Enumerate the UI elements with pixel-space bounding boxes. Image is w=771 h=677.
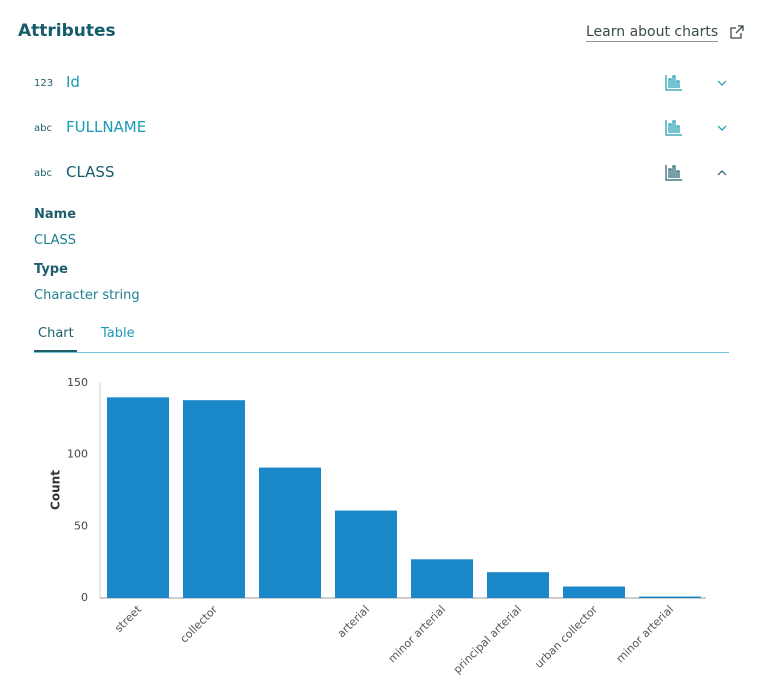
type-icon: abc [34,168,52,179]
bar [639,596,701,598]
bar [487,572,549,598]
x-tick-label: arterial [335,603,372,640]
bar [183,400,245,598]
detail-label: Name [34,207,77,222]
bar [259,467,321,598]
y-tick-label: 150 [67,376,88,389]
tab-indicator [34,350,77,352]
external-icon [730,25,744,39]
y-axis-title: Count [49,470,63,510]
tab-active[interactable]: Chart [38,326,74,341]
type-icon: abc [34,123,52,134]
learn-link[interactable]: Learn about charts [586,24,719,42]
detail-value: Character string [34,288,140,303]
bar [107,397,169,598]
type-icon: 123 [34,78,54,89]
y-tick-label: 0 [81,591,88,604]
bar [563,586,625,598]
bar [335,510,397,598]
detail-label: Type [34,262,68,277]
y-tick-label: 100 [67,448,88,461]
tab[interactable]: Table [101,326,135,341]
tab-divider [34,352,729,353]
field-name[interactable]: FULLNAME [66,118,147,136]
row-icons[interactable] [660,70,740,190]
field-name[interactable]: Id [66,73,80,91]
panel-title: Attributes [18,21,116,41]
field-name[interactable]: CLASS [66,163,115,181]
y-tick-label: 50 [74,519,88,532]
chart: Count 0 50 100 150 street collector arterial mi… [49,376,706,676]
x-tick-label: minor arterial [614,603,676,665]
x-tick-label: urban collector [532,603,600,671]
x-tick-label: principal arterial [451,603,524,676]
bar [411,559,473,598]
detail-value: CLASS [34,233,77,248]
x-tick-label: minor arterial [386,603,448,665]
x-tick-label: street [112,602,144,634]
x-tick-label: collector [177,603,220,646]
